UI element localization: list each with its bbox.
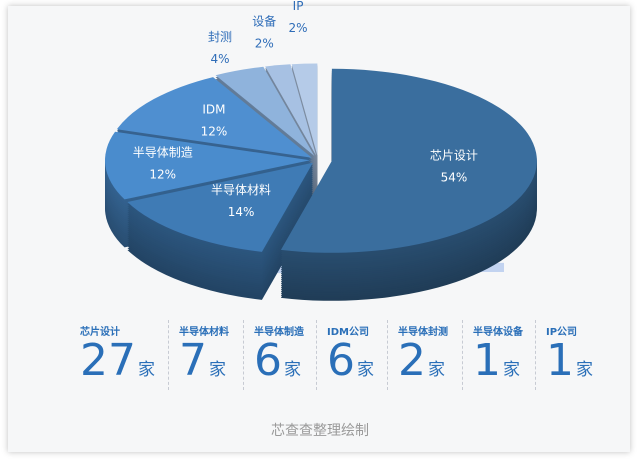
pie-slice-1 [127,162,313,300]
pie-slice-top [127,162,313,252]
slice-category-label: IP [293,0,304,13]
pie-chart: 芯片设计 54% 半导体材料 14% 半导体制造 12% IDM 12% 封测 4% 设备 2% IP 2… [105,0,537,301]
stat-unit: 家 [284,360,301,380]
stat-label: 芯片设计 [80,327,120,338]
stat-value: 7 [179,335,207,386]
pie-slice-top [215,66,315,156]
pie-slice-top [265,64,317,156]
slice-value-label: 4% [210,52,229,66]
slice-value-label: 54% [441,171,468,185]
stat-packaging: 半导体封测 2 家 [387,320,462,390]
pie-slice-0 [280,68,537,301]
stat-label: 半导体制造 [254,327,304,338]
stat-ip: IP公司 1 家 [535,320,606,390]
stat-unit: 家 [209,360,226,380]
stat-idm: IDM公司 6 家 [316,320,387,390]
stat-value: 2 [398,335,426,386]
slice-value-label: 2% [289,21,308,35]
slice-value-label: 2% [255,37,274,51]
pie-slice-top [105,131,311,200]
slice-category-label: 封测 [208,30,232,44]
stat-equipment: 半导体设备 1 家 [462,320,535,390]
stat-label: 半导体封测 [398,327,448,338]
stat-value: 6 [254,335,282,386]
stat-materials: 半导体材料 7 家 [168,320,243,390]
slice-category-label: 芯片设计 [430,149,478,163]
credit-text: 芯查查整理绘制 [271,423,369,439]
stat-label: 半导体设备 [473,327,523,338]
pie-slice-side [265,66,317,158]
stat-unit: 家 [428,360,445,380]
stat-label: IP公司 [546,327,578,338]
company-count-row: 芯片设计 27 家 半导体材料 7 家 半导体制造 6 家 IDM公司 6 家 半导体封测 2 家 … [80,320,620,390]
stat-value: 27 [80,335,136,386]
pie-slice-top [116,77,312,158]
stat-value: 1 [473,335,501,386]
slice-category-label: IDM [202,102,225,116]
stat-label: IDM公司 [327,327,369,338]
stat-label: 半导体材料 [179,327,229,338]
slice-category-label: 半导体制造 [133,145,193,159]
stat-chip-design: 芯片设计 27 家 [80,320,168,390]
stat-manufacturing: 半导体制造 6 家 [243,320,316,390]
slice-value-label: 12% [149,167,176,181]
stat-unit: 家 [576,360,593,380]
slice-category-label: 半导体材料 [211,183,271,197]
stat-unit: 家 [138,360,155,380]
slice-category-label: 设备 [252,15,276,29]
pie-slice-top [291,63,318,156]
stat-unit: 家 [503,360,520,380]
slice-value-label: 12% [201,124,228,138]
stat-unit: 家 [357,360,374,380]
stat-value: 6 [327,335,355,386]
slice-value-label: 14% [228,205,255,219]
pie-slice-top [280,68,537,253]
stat-value: 1 [546,335,574,386]
